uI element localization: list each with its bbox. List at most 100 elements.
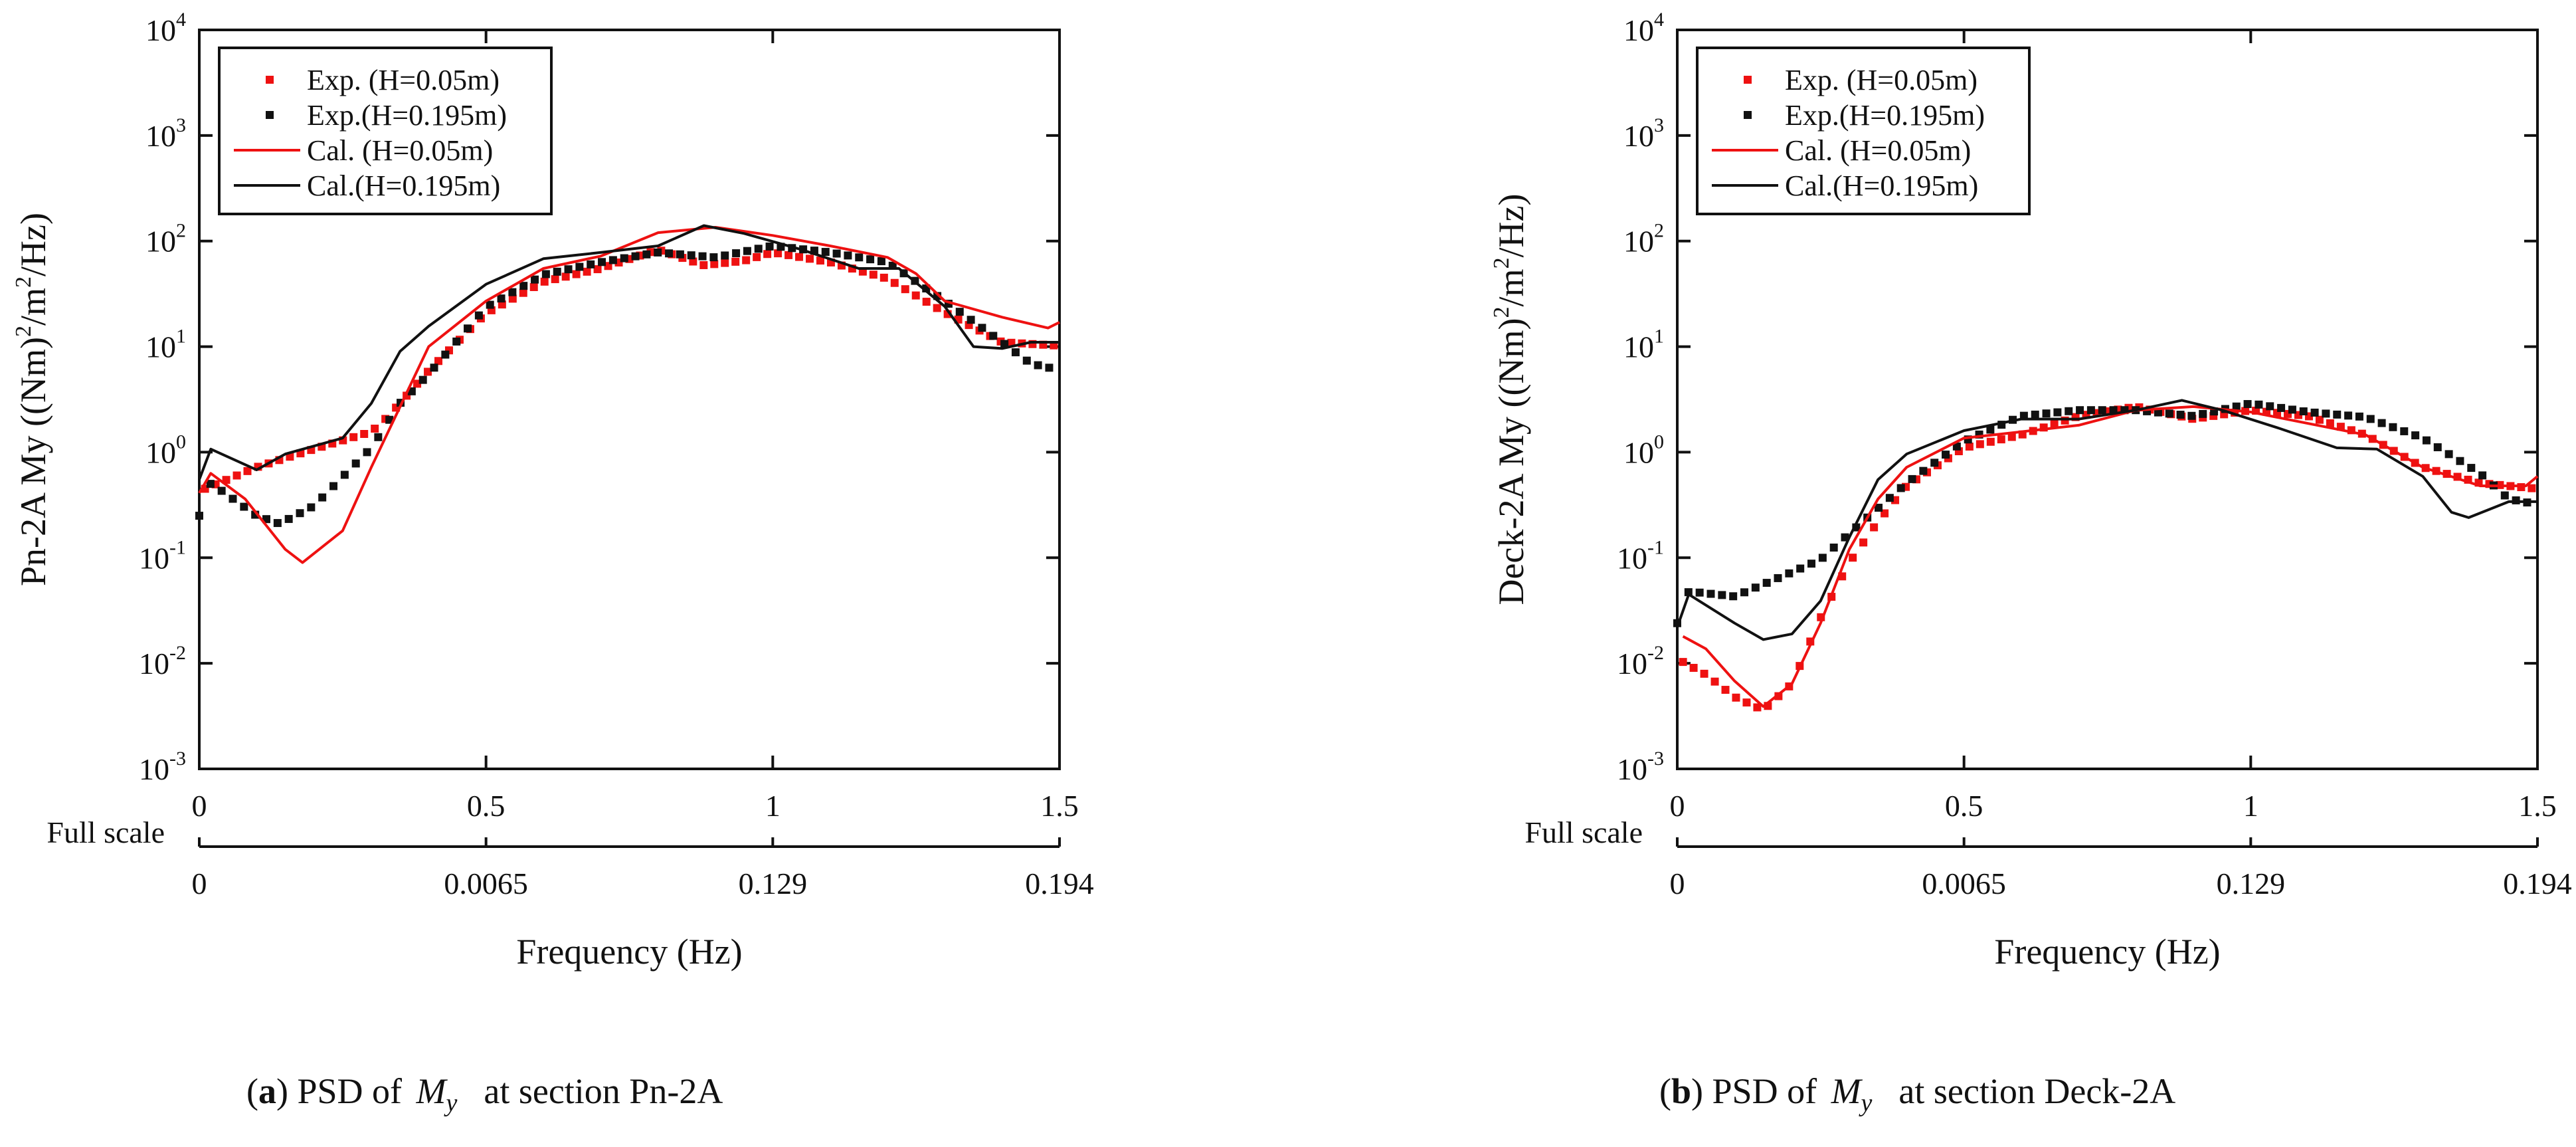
caption-subscript: y: [444, 1089, 458, 1117]
y-tick-label: 101: [1623, 326, 1664, 364]
data-point: [1721, 686, 1730, 694]
legend-entry-label: Cal. (H=0.05m): [307, 134, 493, 167]
data-point: [329, 482, 338, 490]
series-2: [1673, 400, 2531, 627]
full-scale-tick-label: 0.194: [2503, 867, 2572, 900]
data-point: [2007, 433, 2016, 441]
y-tick-base: 10: [1623, 13, 1654, 47]
x-axis-label: Frequency (Hz): [1994, 932, 2220, 972]
data-point: [452, 337, 461, 346]
y-tick-label: 10-3: [1617, 748, 1664, 786]
y-tick-exponent: -2: [169, 642, 186, 664]
data-point: [551, 275, 559, 284]
data-point: [240, 502, 248, 511]
data-point: [2344, 411, 2353, 420]
y-tick-exponent: 4: [176, 9, 186, 31]
data-point: [2500, 491, 2509, 500]
data-point: [1796, 564, 1805, 573]
plot-frame: [198, 29, 1061, 770]
data-point: [879, 273, 888, 282]
data-point: [229, 494, 237, 503]
legend-entry-label: Exp.(H=0.195m): [307, 99, 507, 132]
y-tick-label: 103: [1623, 114, 1664, 153]
data-point: [1986, 437, 1995, 446]
series-4: [198, 224, 1059, 480]
y-axis-label-superscript: 2: [11, 326, 36, 337]
y-axis-label-superscript: 2: [1489, 258, 1514, 269]
y-axis-label-part: /m: [13, 288, 53, 326]
data-point: [2299, 407, 2308, 415]
y-tick-base: 10: [1623, 225, 1654, 259]
data-point: [2165, 409, 2173, 418]
data-point: [1729, 592, 1738, 601]
data-point: [2400, 427, 2409, 435]
data-point: [195, 512, 203, 520]
data-point: [340, 470, 349, 479]
data-point: [732, 249, 741, 258]
data-point: [665, 249, 674, 258]
data-point: [508, 288, 517, 296]
x-axis-label: Frequency (Hz): [516, 932, 742, 972]
data-point: [424, 367, 432, 376]
data-point: [890, 278, 899, 287]
y-tick-label: 102: [145, 220, 186, 259]
data-point: [531, 275, 539, 284]
figure-caption: (b) PSD of My at section Deck-2A: [1659, 1071, 2175, 1117]
data-point: [1885, 494, 1894, 502]
series-4: [1676, 399, 2537, 641]
data-point: [2478, 471, 2487, 480]
legend-entry-label: Exp.(H=0.195m): [1785, 99, 1985, 132]
data-point: [1896, 484, 1905, 492]
y-tick-base: 10: [145, 225, 176, 259]
data-point: [1875, 504, 1883, 512]
y-axis-label-part: Pn-2A My ((Nm): [13, 337, 53, 586]
data-point: [2050, 420, 2059, 429]
data-point: [553, 267, 561, 276]
y-tick-base: 10: [1617, 541, 1647, 575]
data-point: [243, 467, 252, 475]
y-tick-base: 10: [1623, 435, 1654, 469]
data-point: [1919, 467, 1928, 475]
y-tick-label: 10-2: [1617, 642, 1664, 680]
y-tick-exponent: 4: [1654, 9, 1664, 31]
data-point: [1732, 693, 1740, 702]
data-point: [1740, 588, 1749, 597]
data-point: [519, 288, 527, 297]
data-point: [1908, 474, 1916, 483]
data-point: [217, 486, 226, 495]
series-2: [195, 242, 1054, 528]
y-tick-label: 104: [145, 9, 186, 47]
data-point: [1942, 451, 1950, 459]
data-point: [508, 294, 517, 303]
data-point: [721, 259, 729, 267]
data-point: [2322, 409, 2330, 418]
data-point: [2467, 464, 2476, 472]
data-point: [821, 248, 830, 257]
y-tick-label: 104: [1623, 9, 1664, 47]
data-point: [564, 265, 573, 274]
caption-paren: (: [1659, 1071, 1671, 1111]
data-point: [753, 253, 761, 261]
data-point: [1011, 348, 1020, 357]
caption-text: ) PSD of: [1691, 1071, 1826, 1111]
data-point: [2031, 410, 2039, 419]
data-point: [2199, 409, 2207, 418]
data-point: [1976, 440, 1984, 449]
caption-variable: M: [1831, 1071, 1863, 1111]
y-tick-exponent: -2: [1647, 642, 1664, 664]
data-point: [765, 242, 774, 251]
data-point: [583, 267, 591, 276]
series-1: [1679, 403, 2536, 712]
data-point: [901, 285, 909, 294]
y-tick-base: 10: [139, 541, 169, 575]
data-point: [933, 304, 941, 312]
data-point: [731, 257, 740, 266]
data-point: [795, 253, 804, 261]
data-point: [1870, 523, 1879, 532]
x-tick-label: 1: [765, 789, 781, 823]
data-point: [2333, 410, 2342, 419]
data-point: [371, 425, 379, 433]
y-tick-exponent: 0: [1654, 431, 1664, 453]
